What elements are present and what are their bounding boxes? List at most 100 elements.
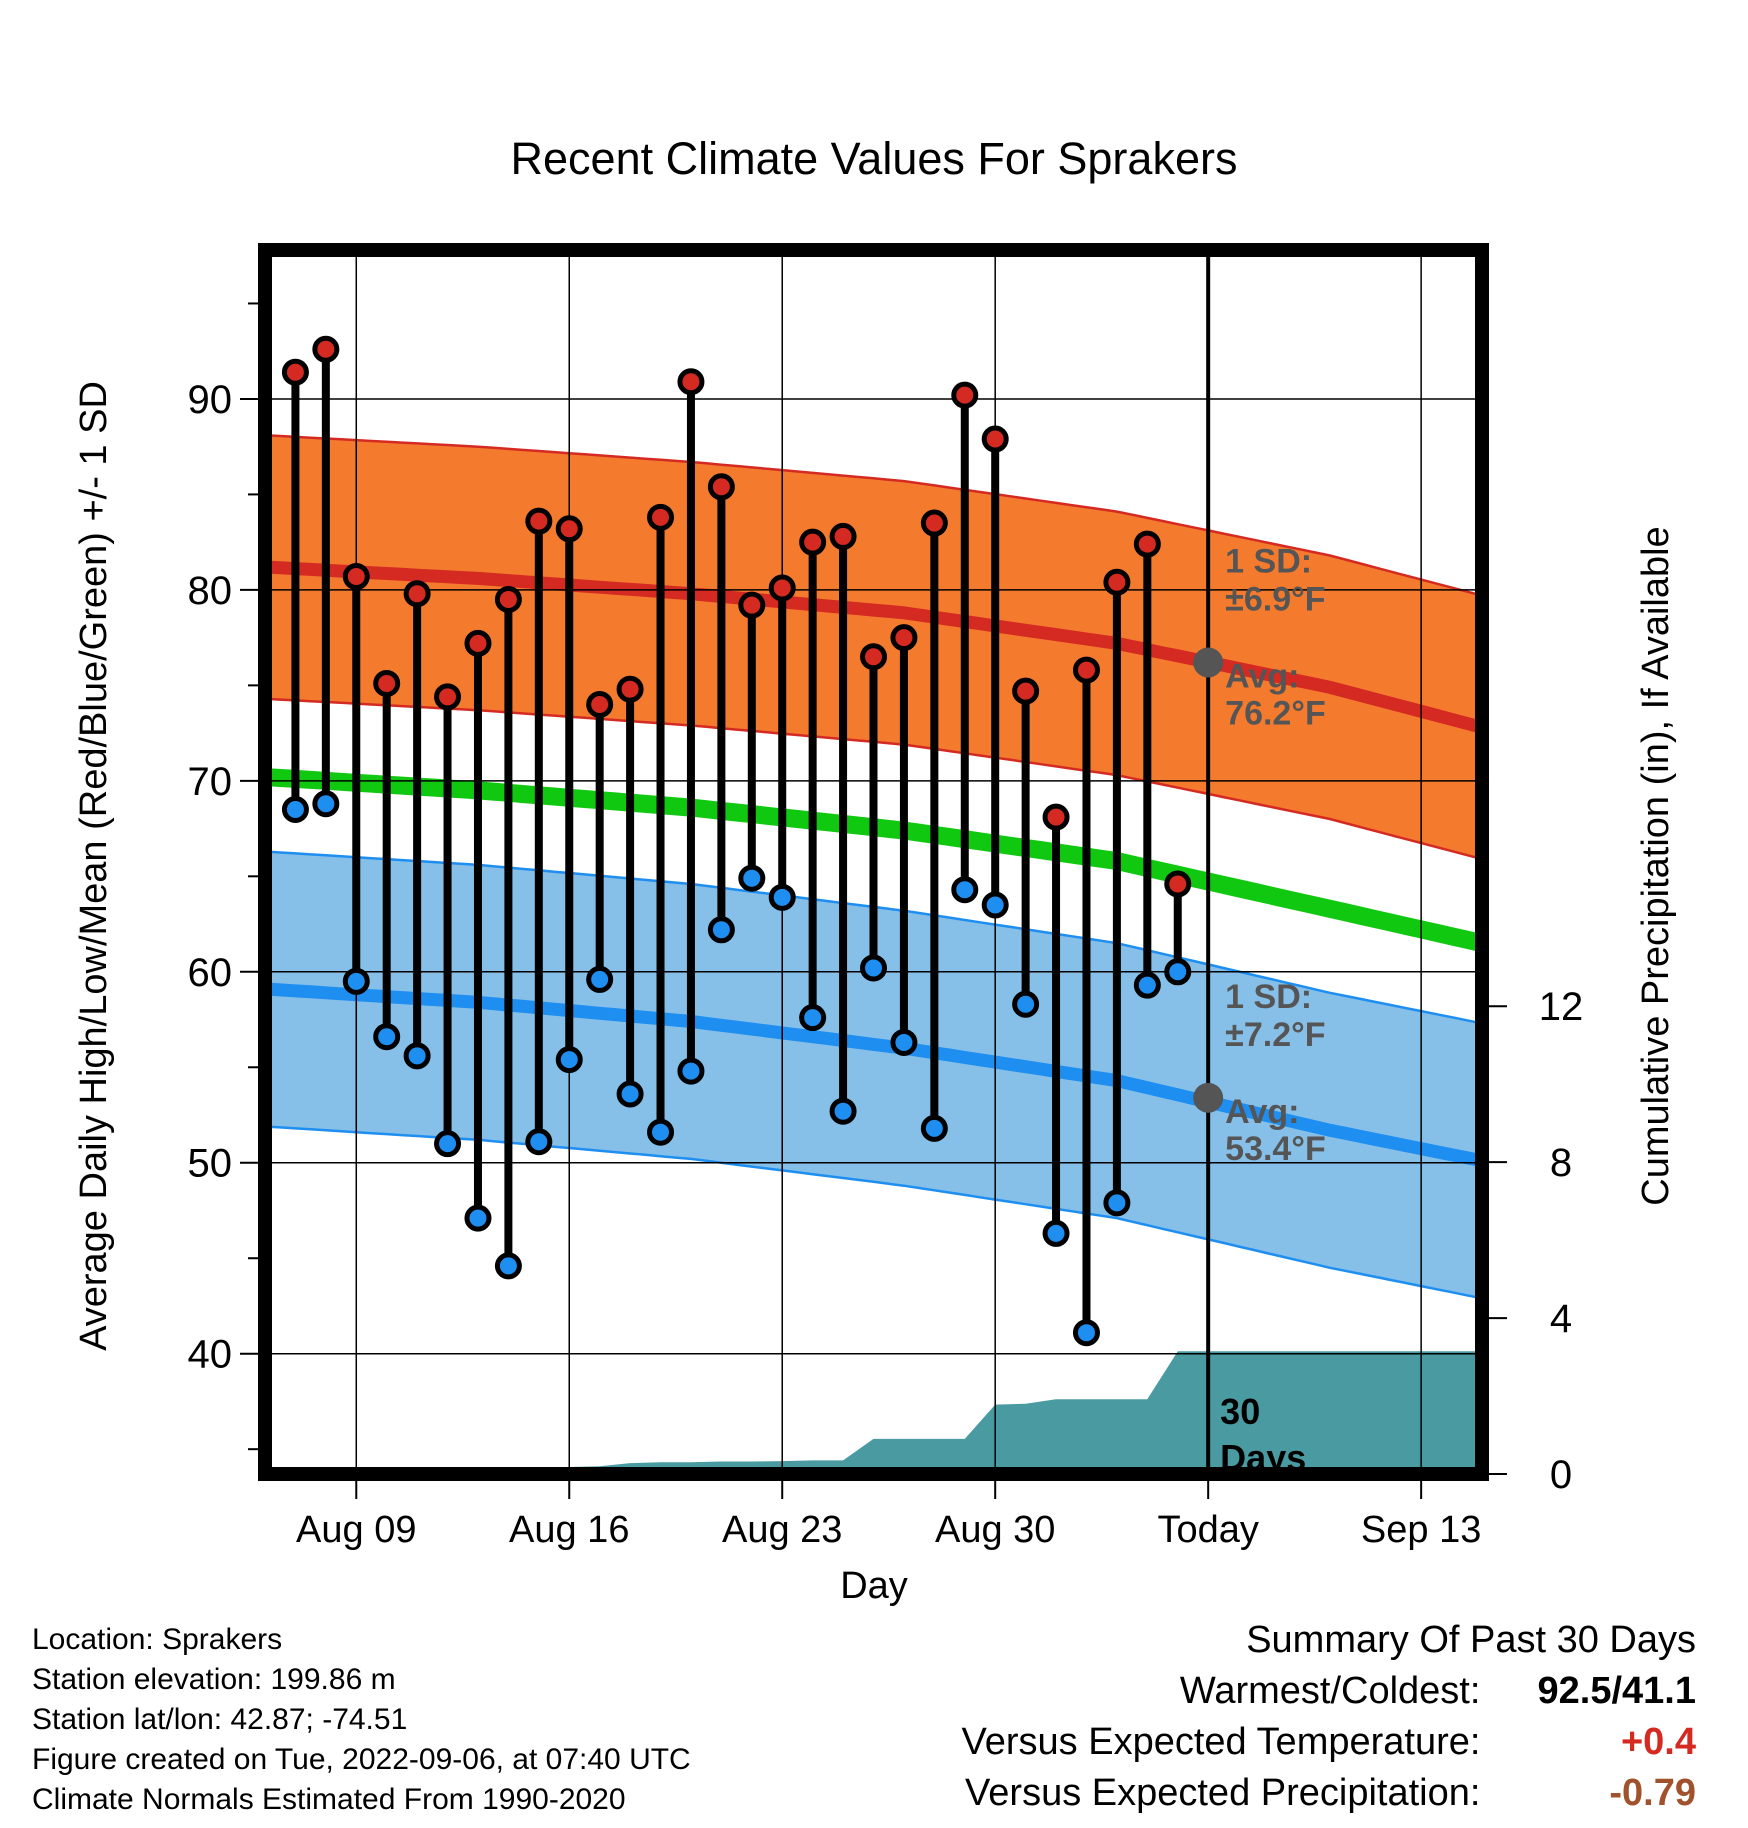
today-avg-low-marker [1193, 1082, 1224, 1113]
annotation-low-avg-label: Avg: [1225, 1093, 1299, 1131]
daily-low-point [281, 795, 309, 823]
created-text: Figure created on Tue, 2022-09-06, at 07… [32, 1743, 691, 1776]
plot-border [258, 243, 1489, 1481]
annotation-low-sd-label: 1 SD: [1225, 978, 1312, 1016]
daily-high-point [981, 425, 1009, 453]
daily-low-point [829, 1097, 857, 1125]
daily-low-point [1133, 971, 1161, 999]
summary-precip-row: Versus Expected Precipitation: -0.79 [962, 1768, 1696, 1819]
y2-tick-label: 8 [1550, 1141, 1572, 1185]
daily-low-point [890, 1028, 918, 1056]
precip-label: Versus Expected Precipitation: [965, 1772, 1481, 1814]
annotation-high-sd-label: 1 SD: [1225, 542, 1312, 580]
daily-low-point [403, 1042, 431, 1070]
daily-low-point [647, 1118, 675, 1146]
latlon-text: Station lat/lon: 42.87; -74.51 [32, 1703, 408, 1736]
y-tick-label: 50 [188, 1142, 233, 1186]
y-tick-label: 80 [188, 569, 233, 613]
daily-low-point [342, 967, 370, 995]
daily-low-point [525, 1128, 553, 1156]
chart-title: Recent Climate Values For Sprakers [511, 133, 1238, 184]
summary-temp-row: Versus Expected Temperature: +0.4 [962, 1717, 1696, 1768]
annotation-low-avg-value: 53.4°F [1225, 1130, 1326, 1168]
daily-low-point [1012, 990, 1040, 1018]
daily-low-point [677, 1057, 705, 1085]
temp-label: Versus Expected Temperature: [961, 1721, 1481, 1763]
y-axis-label: Average Daily High/Low/Mean (Red/Blue/Gr… [73, 381, 115, 1351]
daily-high-point [707, 473, 735, 501]
daily-high-point [494, 585, 522, 613]
daily-high-point [1103, 568, 1131, 596]
daily-low-point [799, 1004, 827, 1032]
daily-low-point [1042, 1219, 1070, 1247]
today-avg-high-marker [1193, 647, 1224, 678]
normals-text: Climate Normals Estimated From 1990-2020 [32, 1783, 626, 1816]
daily-high-point [434, 683, 462, 711]
climate-chart: Recent Climate Values For Sprakers 1 SD:… [73, 133, 1677, 1607]
precipitation-area [265, 1351, 1482, 1474]
x-tick-label: Aug 09 [296, 1509, 416, 1551]
summary-panel: Summary Of Past 30 Days Warmest/Coldest:… [962, 1615, 1696, 1819]
daily-high-point [1012, 677, 1040, 705]
daily-low-point [464, 1204, 492, 1232]
daily-high-point [860, 643, 887, 671]
daily-low-point [920, 1114, 948, 1142]
normal-low-line [265, 982, 1482, 1168]
normal-low-band-lower-edge [265, 1125, 1482, 1300]
daily-low-point [738, 864, 766, 892]
daily-high-point [768, 574, 796, 602]
annotation-low-sd-value: ±7.2°F [1225, 1016, 1325, 1054]
daily-high-point [1164, 870, 1192, 898]
location-text: Location: Sprakers [32, 1623, 283, 1656]
daily-high-point [586, 690, 614, 718]
daily-high-point [555, 515, 583, 543]
station-info: Location: Sprakers Station elevation: 19… [32, 1620, 691, 1820]
precip-value: -0.79 [1609, 1772, 1696, 1814]
daily-low-point [434, 1130, 462, 1158]
daily-high-point [373, 669, 401, 697]
daily-high-point [1072, 656, 1100, 684]
daily-high-point [281, 358, 309, 386]
daily-low-point [616, 1080, 644, 1108]
daily-low-point [1164, 958, 1192, 986]
daily-low-point [951, 876, 979, 904]
x-tick-label: Aug 16 [509, 1509, 629, 1551]
y2-tick-label: 4 [1550, 1297, 1572, 1341]
daily-low-point [373, 1023, 401, 1051]
daily-high-point [799, 528, 827, 556]
warm-cold-label: Warmest/Coldest: [1179, 1670, 1481, 1712]
daily-high-point [342, 563, 370, 591]
daily-high-point [403, 580, 431, 608]
daily-high-point [829, 522, 857, 550]
daily-high-point [647, 503, 675, 531]
y2-tick-label: 0 [1550, 1453, 1572, 1497]
normal-high-line [265, 560, 1482, 734]
daily-low-point [312, 790, 340, 818]
daily-high-point [1042, 803, 1070, 831]
x-tick-label: Sep 13 [1361, 1509, 1481, 1551]
daily-low-point [707, 916, 735, 944]
daily-low-point [586, 965, 614, 993]
daily-low-point [1103, 1189, 1131, 1217]
precip-period-label: 30 [1220, 1391, 1260, 1432]
daily-high-point [312, 335, 340, 363]
daily-low-point [494, 1252, 522, 1280]
daily-high-point [1133, 530, 1161, 558]
warm-cold-value: 92.5/41.1 [1537, 1670, 1696, 1712]
y2-tick-label: 12 [1539, 985, 1584, 1029]
x-tick-label: Today [1157, 1509, 1258, 1551]
x-tick-label: Aug 30 [935, 1509, 1055, 1551]
axes: 40 50 60 70 80 90 0 4 8 12 Aug 09 Aug 16 Aug 23 Aug 3… [188, 302, 1584, 1551]
annotation-high-avg-value: 76.2°F [1225, 694, 1326, 732]
x-tick-label: Aug 23 [722, 1509, 842, 1551]
daily-low-point [555, 1046, 583, 1074]
daily-high-point [677, 368, 705, 396]
daily-high-point [951, 381, 979, 409]
y-tick-label: 40 [188, 1333, 233, 1377]
elevation-text: Station elevation: 199.86 m [32, 1663, 396, 1696]
y-tick-label: 70 [188, 760, 233, 804]
daily-high-point [920, 509, 948, 537]
y-tick-label: 90 [188, 378, 233, 422]
daily-high-point [525, 507, 553, 535]
